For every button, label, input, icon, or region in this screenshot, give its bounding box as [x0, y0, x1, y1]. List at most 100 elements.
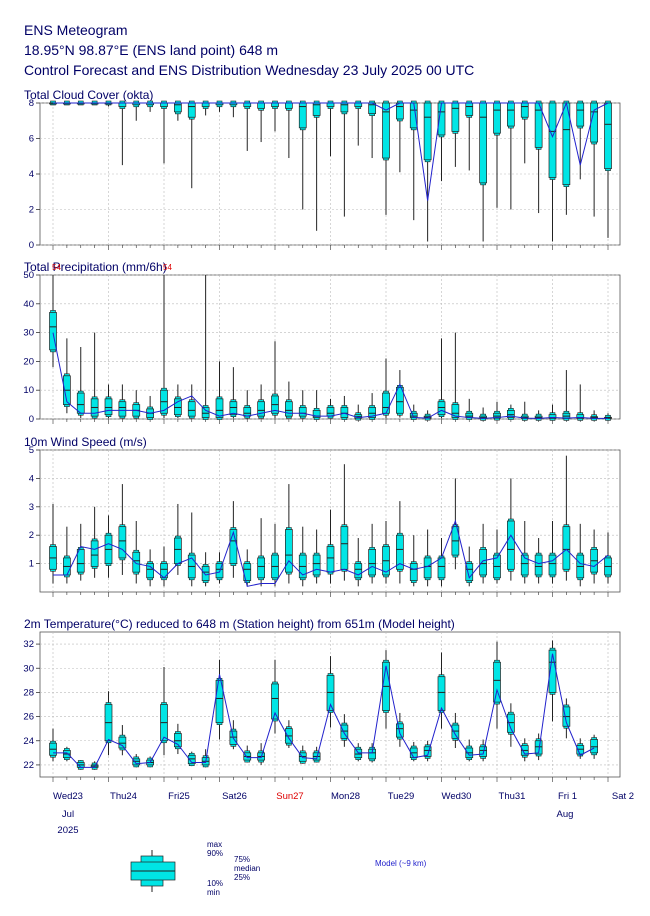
ens-box — [312, 529, 321, 584]
day-label: Mon28 — [331, 791, 360, 802]
model-line — [53, 519, 609, 587]
ens-box-quartile — [396, 723, 404, 738]
ens-box-quartile — [229, 529, 238, 564]
ens-box-quartile — [285, 529, 293, 573]
panel-title: Total Cloud Cover (okta) — [24, 88, 153, 102]
ens-box-quartile — [229, 401, 238, 416]
ens-box — [243, 549, 252, 587]
ens-box-quartile — [576, 102, 585, 127]
ens-box-quartile — [76, 392, 85, 414]
ens-box-quartile — [479, 102, 487, 184]
ens-box — [298, 100, 307, 210]
ens-box-quartile — [396, 102, 404, 120]
ens-box-quartile — [437, 557, 446, 579]
ens-box-quartile — [257, 557, 265, 579]
ens-box — [215, 361, 224, 420]
ens-box — [271, 341, 279, 419]
ens-box-quartile — [326, 407, 335, 417]
ens-box-quartile — [160, 102, 168, 107]
ens-box — [423, 100, 432, 242]
ens-box-quartile — [201, 407, 210, 418]
ens-box — [257, 518, 265, 587]
ens-box — [160, 100, 168, 164]
day-label: Fri25 — [168, 791, 190, 802]
ens-box — [146, 395, 154, 420]
ens-box — [229, 367, 238, 419]
ens-box — [382, 358, 390, 419]
ens-box — [409, 741, 418, 762]
ens-box-quartile — [187, 102, 196, 118]
ens-box — [271, 659, 279, 734]
model-line — [52, 332, 608, 419]
ens-box-quartile — [479, 549, 487, 576]
ens-box — [534, 538, 543, 584]
ens-box — [90, 332, 99, 419]
ens-box-quartile — [604, 102, 612, 170]
ens-box — [507, 478, 515, 581]
ens-box-quartile — [520, 554, 529, 576]
y-tick-label: 22 — [23, 760, 34, 771]
ens-box — [409, 535, 418, 587]
ens-box-quartile — [534, 740, 543, 755]
ens-box — [520, 100, 529, 164]
ens-box — [465, 739, 474, 762]
ens-box — [354, 538, 363, 587]
legend-label: 25% — [234, 873, 250, 882]
day-label: Sat 2 — [612, 791, 634, 802]
ens-box — [132, 100, 141, 121]
ens-box-quartile — [326, 675, 335, 711]
ens-box-quartile — [368, 748, 376, 760]
ens-box — [160, 275, 168, 419]
ens-box — [132, 521, 141, 584]
ens-box — [187, 512, 196, 587]
y-tick-label: 4 — [29, 473, 34, 484]
ens-box — [285, 720, 293, 748]
legend-model-label: Model (~9 km) — [375, 859, 427, 868]
y-tick-label: 5 — [29, 445, 34, 456]
ens-box — [104, 691, 113, 756]
ens-box-quartile — [201, 102, 210, 107]
ens-box-quartile — [590, 739, 598, 754]
ens-box-quartile — [548, 554, 557, 576]
y-tick-label: 40 — [23, 299, 34, 310]
y-tick-label: 0 — [29, 414, 34, 425]
ens-box — [285, 100, 293, 159]
ens-box-quartile — [257, 102, 265, 109]
y-tick-label: 26 — [23, 712, 34, 723]
ens-box — [465, 398, 474, 420]
location-line: 18.95°N 98.87°E (ENS land point) 648 m — [24, 42, 279, 58]
ens-box-quartile — [354, 748, 363, 759]
ens-box — [479, 407, 487, 421]
ens-box-quartile — [104, 398, 113, 416]
ens-box-quartile — [271, 102, 279, 107]
ens-box — [382, 521, 390, 584]
ens-box-quartile — [340, 724, 349, 739]
ens-box-quartile — [507, 102, 515, 127]
ens-box-quartile — [368, 549, 376, 576]
ens-box — [76, 347, 85, 419]
ens-box-quartile — [437, 676, 446, 711]
ens-box-quartile — [423, 746, 432, 757]
ens-box — [49, 275, 57, 368]
ens-box-quartile — [326, 546, 335, 573]
month-label: Aug — [557, 809, 574, 820]
ens-box — [534, 410, 543, 421]
ens-box — [243, 390, 252, 419]
overflow-marker: 54 — [52, 263, 61, 272]
ens-box — [49, 728, 57, 762]
y-tick-label: 24 — [23, 736, 34, 747]
ens-box — [215, 659, 224, 740]
ens-box — [312, 100, 321, 231]
legend-label: median — [234, 864, 260, 873]
ens-box — [132, 390, 141, 419]
y-tick-label: 10 — [23, 385, 34, 396]
y-tick-label: 2 — [29, 205, 34, 216]
ens-box — [118, 725, 127, 756]
ens-box — [507, 404, 515, 420]
ens-box — [285, 484, 293, 584]
ens-box — [493, 100, 501, 208]
ens-box — [382, 100, 390, 215]
ens-box — [409, 404, 418, 420]
ens-box — [423, 740, 432, 762]
ens-box — [354, 404, 363, 421]
